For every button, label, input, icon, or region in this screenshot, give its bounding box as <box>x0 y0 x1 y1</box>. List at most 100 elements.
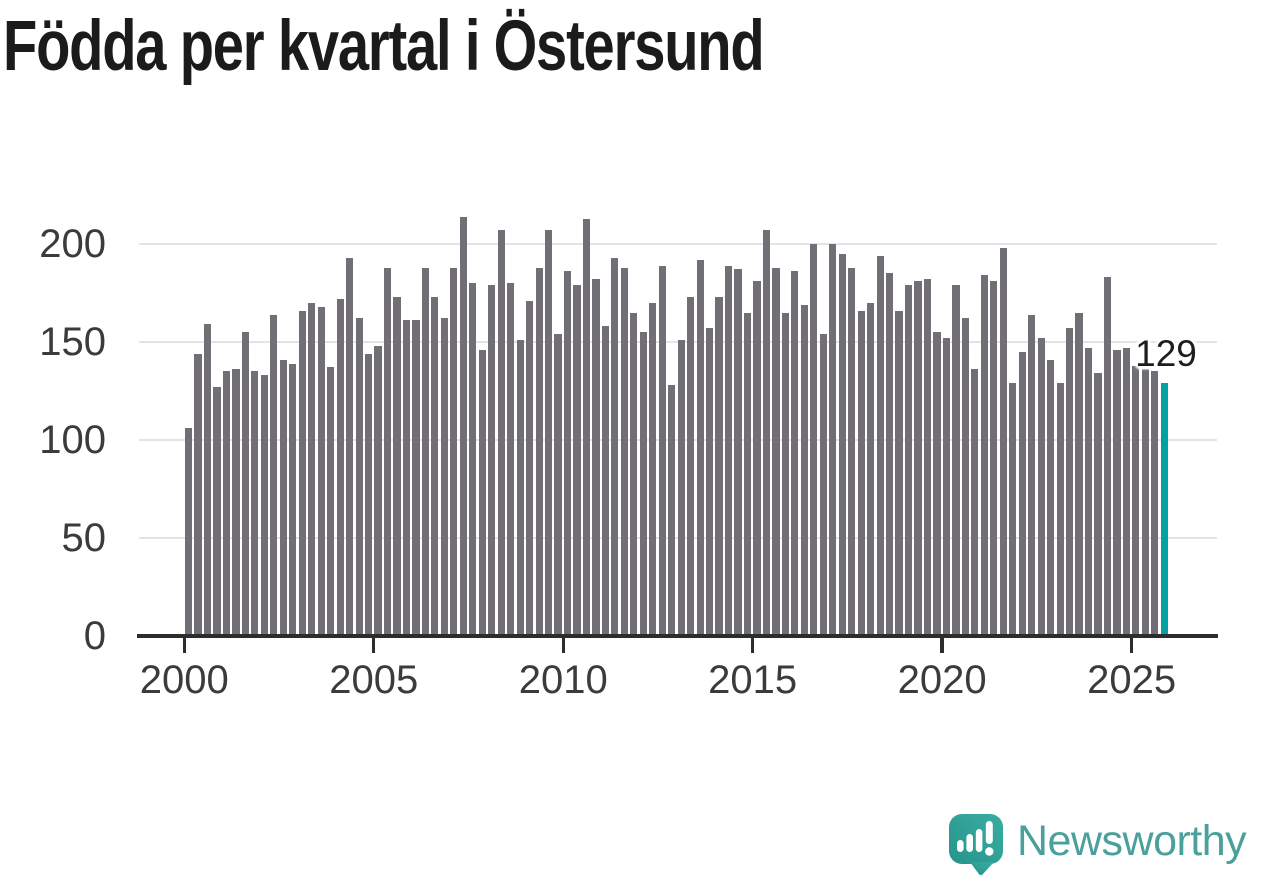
bar <box>1028 314 1036 636</box>
bar <box>1047 359 1055 636</box>
bar <box>469 283 477 636</box>
bar <box>488 285 496 636</box>
bar <box>724 265 733 636</box>
bar <box>1018 351 1026 636</box>
bar <box>1094 373 1102 636</box>
bar <box>459 216 467 636</box>
bar <box>402 320 411 636</box>
bar <box>649 302 657 636</box>
bar <box>327 367 335 636</box>
bar <box>364 353 373 636</box>
x-axis-label-2005: 2005 <box>329 658 419 702</box>
bar <box>431 296 439 636</box>
bar <box>1075 312 1083 636</box>
bar <box>222 371 231 636</box>
y-axis-label-50: 50 <box>61 516 107 560</box>
bar <box>895 310 903 636</box>
bar <box>980 275 988 636</box>
bar <box>886 273 894 636</box>
bar <box>601 326 609 636</box>
bar <box>346 257 354 636</box>
bar <box>308 302 316 636</box>
bar <box>687 296 695 636</box>
bar <box>544 230 553 636</box>
bar <box>298 310 306 636</box>
x-axis-tick-2015 <box>750 638 755 653</box>
bar <box>923 279 932 636</box>
bar <box>241 332 250 636</box>
bar <box>213 387 221 636</box>
bar <box>1037 338 1045 636</box>
bar <box>383 267 392 636</box>
bar <box>1141 369 1149 636</box>
newsworthy-logo-icon <box>946 806 1004 879</box>
x-axis-label-2020: 2020 <box>897 658 987 702</box>
bar <box>563 271 572 636</box>
last-value-label: 129 <box>1135 333 1197 374</box>
bar <box>696 259 704 636</box>
bar <box>914 281 922 636</box>
bar <box>848 267 856 636</box>
bar <box>1056 383 1064 636</box>
bar <box>942 338 951 636</box>
bar <box>762 230 771 636</box>
bar <box>592 279 600 636</box>
bar <box>440 318 448 636</box>
y-axis-label-150: 150 <box>39 320 106 364</box>
bar <box>1103 277 1112 636</box>
x-axis-line <box>137 633 1218 638</box>
bar <box>668 385 676 636</box>
bar <box>753 281 761 636</box>
bar <box>1084 347 1093 636</box>
bar <box>639 332 647 636</box>
x-axis-tick-2000 <box>182 638 186 653</box>
bar <box>582 218 591 636</box>
bar <box>952 285 960 636</box>
bar <box>1132 365 1140 636</box>
y-axis-label-100: 100 <box>39 418 106 462</box>
bar <box>573 285 581 636</box>
bar <box>1065 328 1074 636</box>
bar <box>497 230 505 636</box>
bar <box>990 281 998 636</box>
gridline-200 <box>139 242 1217 246</box>
bar <box>791 271 799 636</box>
x-axis-tick-2020 <box>940 638 944 653</box>
bar <box>374 345 382 636</box>
bar <box>999 247 1007 636</box>
bar <box>838 253 846 636</box>
bar <box>450 267 458 636</box>
bar <box>772 267 780 636</box>
x-axis-tick-2010 <box>561 638 565 653</box>
bar <box>620 267 628 636</box>
bar <box>1122 347 1130 636</box>
bar <box>535 267 543 636</box>
bar <box>904 285 913 636</box>
newsworthy-logo-text: Newsworthy <box>1017 816 1247 865</box>
bar <box>260 375 268 636</box>
bar <box>867 302 875 636</box>
x-axis-tick-2025 <box>1129 638 1134 653</box>
bar <box>781 312 789 636</box>
bar <box>677 340 685 636</box>
bar <box>393 296 401 636</box>
x-axis-label-2000: 2000 <box>139 658 229 702</box>
bar <box>478 349 486 636</box>
bar <box>706 328 714 636</box>
bar <box>270 314 278 636</box>
y-axis-label-0: 0 <box>83 614 106 658</box>
bar <box>800 304 808 636</box>
bar <box>1151 371 1159 636</box>
bar <box>857 310 865 636</box>
bar <box>810 244 818 636</box>
bar <box>355 318 363 636</box>
bar <box>658 265 666 636</box>
bar <box>715 296 723 636</box>
bar <box>819 334 827 636</box>
newsworthy-logo[interactable]: Newsworthy <box>946 806 1247 879</box>
bar <box>203 324 212 636</box>
bar <box>734 269 742 636</box>
bar <box>526 300 534 636</box>
bar <box>1009 383 1017 636</box>
